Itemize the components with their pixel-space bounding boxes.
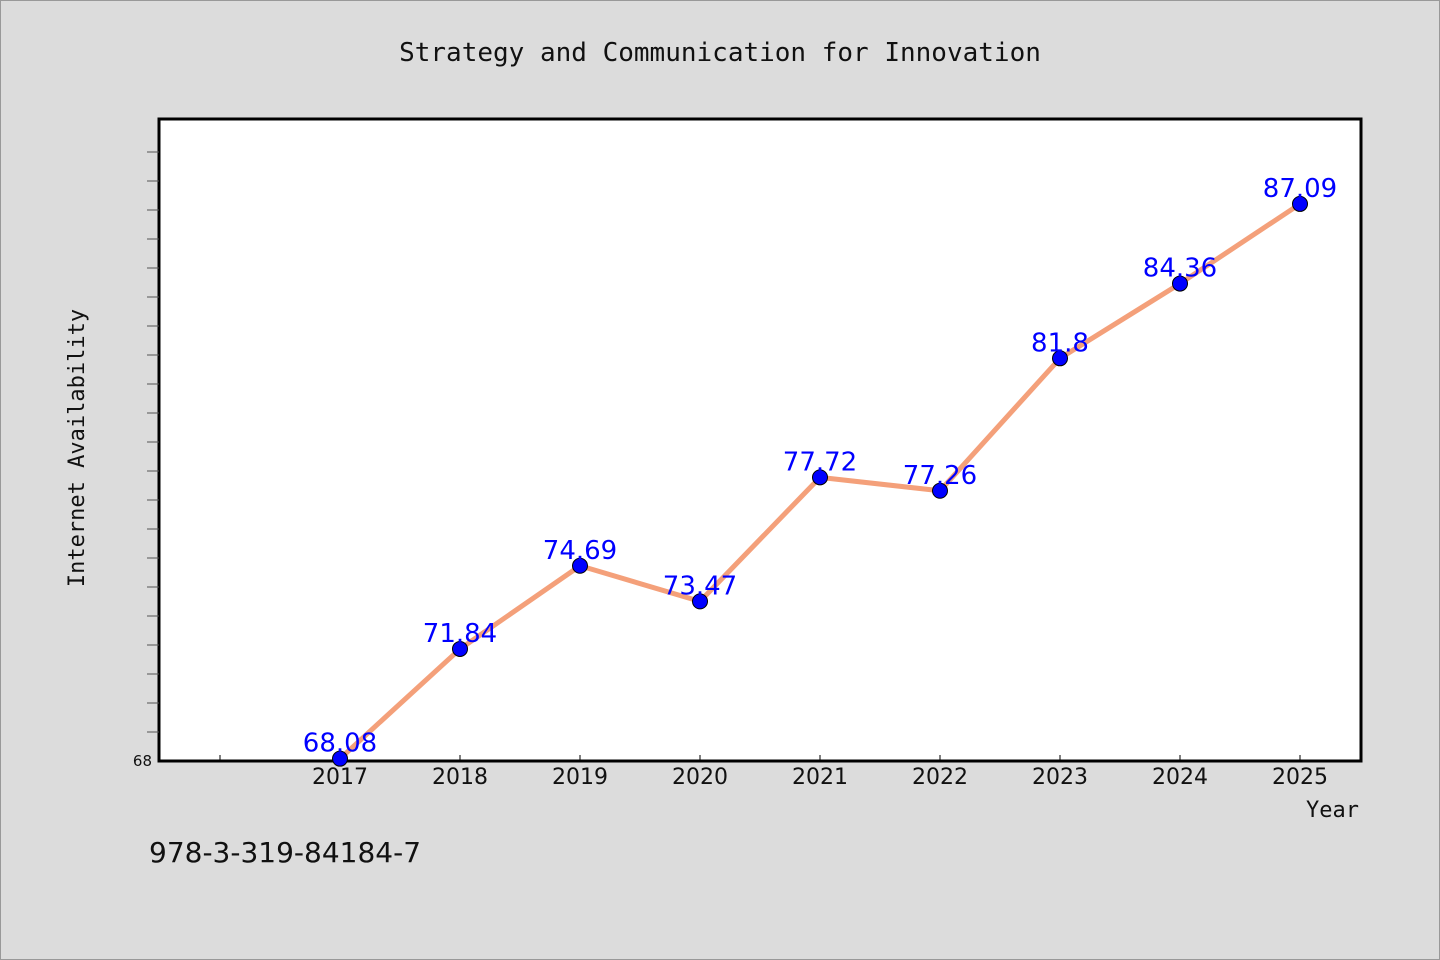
data-label: 68.08 [303, 729, 377, 759]
data-point [1172, 275, 1188, 292]
x-axis-ticks: 2017 2018 2019 2020 2021 2022 2023 2024 2025 [219, 755, 1328, 790]
data-label: 71.84 [423, 619, 497, 649]
data-label: 81.8 [1031, 328, 1089, 358]
x-tick-label: 2022 [912, 765, 968, 790]
y-tick-label-68: 68 [133, 752, 152, 770]
data-label: 87.09 [1263, 174, 1337, 204]
x-tick-label: 2025 [1272, 765, 1328, 790]
data-point [812, 469, 828, 486]
x-tick-label: 2017 [312, 765, 368, 790]
data-labels: 68.08 71.84 74.69 73.47 77.72 77.26 81.8 84.36 8… [303, 174, 1337, 759]
x-tick-label: 2024 [1152, 765, 1208, 790]
data-label: 77.72 [783, 447, 857, 477]
data-label: 74.69 [543, 536, 617, 566]
data-label: 77.26 [903, 461, 977, 491]
x-axis-label: Year [1306, 798, 1359, 823]
data-label: 73.47 [663, 571, 737, 601]
data-point [452, 640, 468, 657]
isbn-text: 978-3-319-84184-7 [149, 836, 421, 869]
x-tick-label: 2020 [672, 765, 728, 790]
x-tick-label: 2023 [1032, 765, 1088, 790]
data-point [1292, 195, 1308, 212]
data-label: 84.36 [1143, 254, 1217, 284]
chart-title: Strategy and Communication for Innovatio… [399, 38, 1041, 68]
x-tick-label: 2018 [432, 765, 488, 790]
x-tick-label: 2021 [792, 765, 848, 790]
y-minor-ticks [147, 151, 159, 733]
data-point [332, 750, 348, 767]
data-point [692, 593, 708, 610]
data-points [332, 195, 1308, 767]
data-point [572, 557, 588, 574]
x-tick-label: 2019 [552, 765, 608, 790]
data-point [1052, 350, 1068, 367]
data-point [932, 482, 948, 499]
y-axis-label: Internet Availability [65, 309, 90, 587]
plot-area [157, 117, 1363, 763]
